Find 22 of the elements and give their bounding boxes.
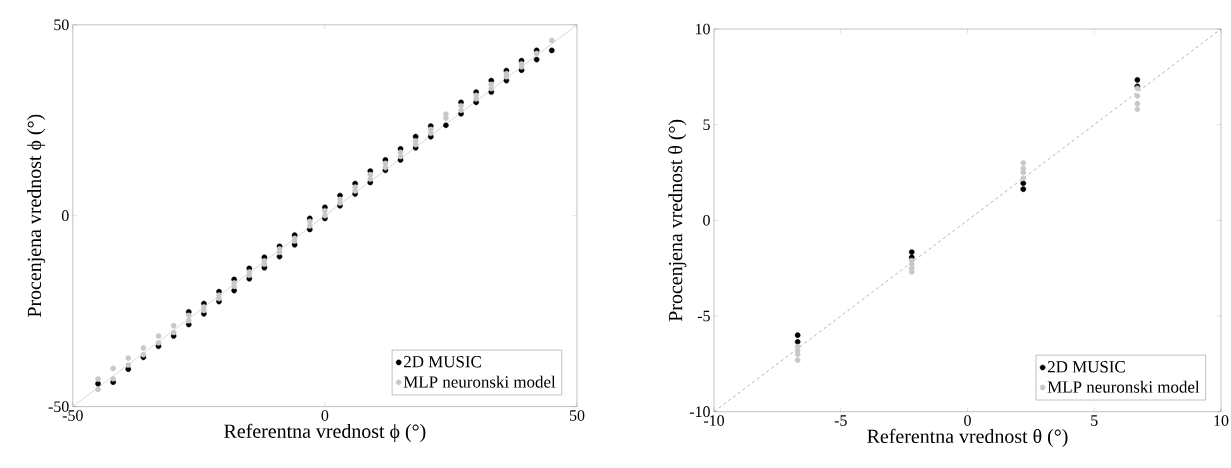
y-axis-title: Procenjena vrednost θ (°) bbox=[668, 119, 687, 322]
x-tick-label: -50 bbox=[62, 410, 83, 421]
y-tick-label: 0 bbox=[61, 210, 69, 222]
y-tick-label: 5 bbox=[703, 119, 710, 130]
legend-label: MLP neuronski model bbox=[1047, 380, 1200, 393]
x-axis-title: Referentna vrednost ϕ (°) bbox=[224, 423, 426, 442]
legend-label: 2D MUSIC bbox=[404, 356, 481, 368]
y-tick-label: 50 bbox=[54, 19, 69, 31]
x-tick-label: 10 bbox=[1214, 415, 1229, 426]
y-tick-label: -5 bbox=[697, 310, 710, 322]
x-tick-label: -5 bbox=[834, 415, 847, 426]
y-tick-label: 10 bbox=[695, 23, 710, 35]
x-tick-label: 5 bbox=[1091, 415, 1098, 426]
y-tick-label: -50 bbox=[48, 401, 69, 412]
y-tick-label: 0 bbox=[703, 214, 710, 226]
legend-label: MLP neuronski model bbox=[403, 375, 556, 388]
x-tick-label: 50 bbox=[569, 410, 585, 421]
y-axis-title: Procenjena vrednost ϕ (°) bbox=[27, 114, 46, 318]
x-axis-title: Referentna vrednost θ (°) bbox=[867, 428, 1068, 448]
x-tick-label: 0 bbox=[321, 410, 329, 421]
x-tick-label: 0 bbox=[964, 415, 971, 426]
legend-label: 2D MUSIC bbox=[1047, 361, 1125, 373]
